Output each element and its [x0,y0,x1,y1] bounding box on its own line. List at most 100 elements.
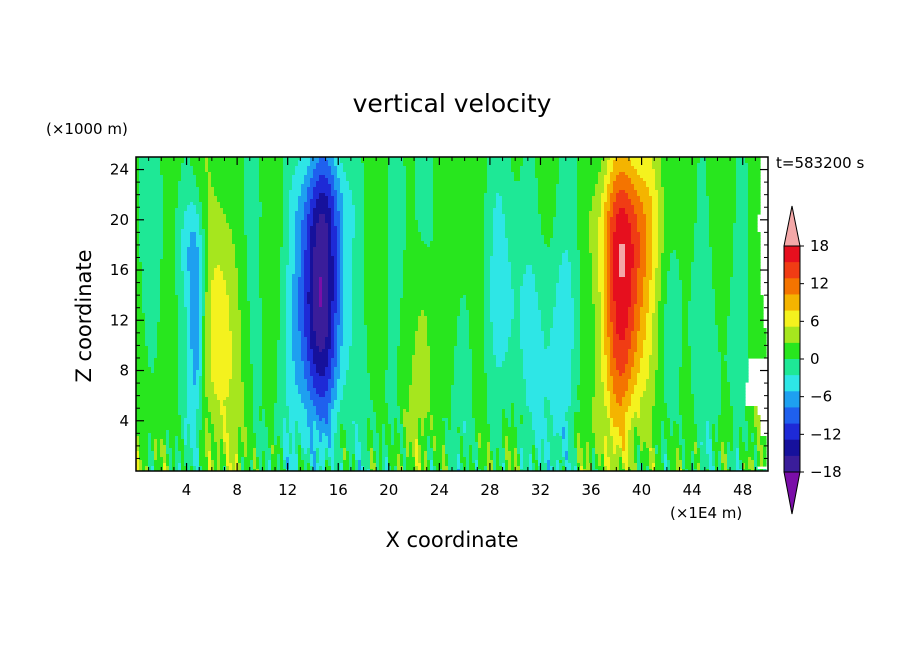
contour-fill-cell [652,340,659,344]
contour-fill-cell [607,214,614,218]
contour-fill-cell [679,388,692,392]
contour-fill-cell [202,340,206,344]
contour-fill-cell [319,193,326,197]
contour-fill-cell [577,178,599,182]
contour-fill-cell [613,280,632,284]
contour-fill-cell [388,199,407,203]
contour-fill-cell [652,226,659,230]
contour-fill-cell [277,361,287,365]
contour-fill-cell [340,229,344,233]
contour-fill-cell [397,367,413,371]
contour-fill-cell [223,211,245,215]
contour-fill-cell [715,304,731,308]
contour-fill-cell [484,358,497,362]
contour-fill-cell [202,241,206,245]
contour-fill-cell [304,298,308,302]
contour-fill-cell [178,196,200,200]
contour-fill-cell [658,265,662,269]
contour-fill-cell [382,427,386,431]
contour-fill-cell [250,352,263,356]
contour-fill-cell [574,322,581,326]
contour-fill-cell [397,355,413,359]
contour-fill-cell [328,238,332,242]
contour-fill-cell [343,199,353,203]
contour-fill-cell [433,193,485,197]
contour-fill-cell [304,277,311,281]
contour-fill-cell [142,289,161,293]
contour-fill-cell [652,202,659,206]
contour-fill-cell [190,202,194,206]
contour-fill-cell [733,433,740,437]
contour-fill-cell [727,349,749,353]
contour-fill-cell [205,328,212,332]
contour-fill-cell [169,436,176,440]
contour-fill-cell [265,418,275,422]
contour-fill-cell [328,313,332,317]
contour-fill-cell [328,244,332,248]
contour-fill-cell [694,247,713,251]
contour-fill-cell [472,361,485,365]
contour-fill-cell [139,193,164,197]
contour-fill-cell [163,175,182,179]
contour-fill-cell [724,358,749,362]
contour-fill-cell [202,376,206,380]
contour-fill-cell [610,157,617,161]
contour-fill-cell [241,316,251,320]
contour-fill-cell [148,364,155,368]
contour-fill-cell [388,169,407,173]
contour-fill-cell [499,193,539,197]
contour-fill-cell [199,379,203,383]
contour-fill-cell [610,337,614,341]
contour-fill-cell [598,244,605,248]
contour-fill-cell [616,304,632,308]
contour-fill-cell [610,367,617,371]
contour-fill-cell [388,208,407,212]
contour-fill-cell [337,325,344,329]
contour-fill-cell [388,268,404,272]
contour-fill-cell [178,328,188,332]
contour-fill-cell [484,211,494,215]
contour-fill-cell [646,229,653,233]
contour-fill-cell [403,259,485,263]
contour-fill-cell [199,337,203,341]
contour-fill-cell [607,364,611,368]
contour-fill-cell [625,268,632,272]
contour-fill-cell [661,181,698,185]
contour-fill-cell [748,166,761,170]
contour-fill-cell [280,313,287,317]
contour-fill-cell [634,247,641,251]
contour-fill-cell [631,397,641,401]
contour-fill-cell [661,424,665,428]
contour-fill-cell [241,340,251,344]
contour-fill-cell [580,400,593,404]
contour-fill-cell [415,160,434,164]
contour-fill-cell [205,265,209,269]
contour-fill-cell [715,295,731,299]
contour-fill-cell [187,409,197,413]
contour-fill-cell [556,304,575,308]
contour-fill-cell [292,343,302,347]
contour-fill-cell [202,349,206,353]
contour-fill-cell [748,340,767,344]
contour-fill-cell [211,304,230,308]
contour-fill-cell [304,406,317,410]
contour-fill-cell [343,226,356,230]
contour-fill-cell [178,181,197,185]
contour-fill-cell [664,193,698,197]
contour-fill-cell [454,373,473,377]
contour-fill-cell [388,322,401,326]
contour-fill-cell [598,280,605,284]
contour-fill-cell [457,340,470,344]
contour-fill-cell [637,430,653,434]
contour-fill-cell [184,292,191,296]
contour-fill-cell [403,277,485,281]
contour-fill-cell [340,283,344,287]
contour-fill-cell [430,397,452,401]
contour-fill-cell [739,430,743,434]
contour-fill-cell [658,217,665,221]
contour-fill-cell [589,223,599,227]
contour-fill-cell [310,373,320,377]
contour-fill-cell [748,295,764,299]
contour-fill-cell [334,223,341,227]
